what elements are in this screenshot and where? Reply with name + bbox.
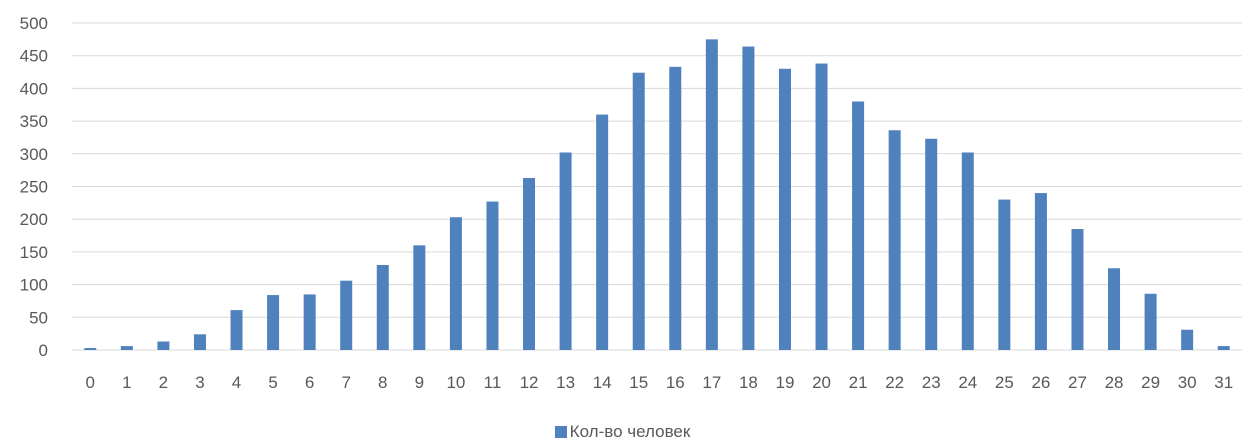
- bar: [669, 66, 682, 351]
- bar: [596, 114, 609, 350]
- x-tick-label: 13: [556, 373, 575, 392]
- x-tick-label: 28: [1105, 373, 1124, 392]
- bar: [998, 199, 1011, 350]
- x-tick-label: 29: [1141, 373, 1160, 392]
- y-tick-label: 100: [20, 276, 48, 295]
- x-tick-label: 5: [268, 373, 277, 392]
- y-tick-label: 200: [20, 210, 48, 229]
- legend: Кол-во человек: [0, 422, 1245, 441]
- bar: [1108, 268, 1121, 350]
- x-tick-label: 2: [159, 373, 168, 392]
- x-axis-tick-labels: 0 1 2 3 4 5 6 7 8 9 10 11 12 13 14 15 16 17 18 19 20 21 22 23 24…: [86, 373, 1234, 392]
- bar: [742, 46, 755, 350]
- x-tick-label: 10: [446, 373, 465, 392]
- bar: [705, 39, 718, 350]
- x-tick-label: 16: [666, 373, 685, 392]
- x-tick-label: 27: [1068, 373, 1087, 392]
- bar: [340, 280, 353, 350]
- bar: [778, 68, 791, 350]
- bar: [632, 72, 645, 350]
- bar: [157, 341, 170, 350]
- x-tick-label: 6: [305, 373, 314, 392]
- x-tick-label: 1: [122, 373, 131, 392]
- y-tick-label: 300: [20, 145, 48, 164]
- bar: [376, 264, 389, 350]
- bar: [486, 201, 499, 350]
- x-tick-label: 20: [812, 373, 831, 392]
- bar: [1217, 346, 1230, 350]
- bar: [267, 295, 280, 350]
- bar: [413, 245, 426, 350]
- y-axis-tick-labels: 0 50 100 150 200 250 300 350 400 450 500: [20, 14, 48, 360]
- x-tick-label: 12: [520, 373, 539, 392]
- x-tick-label: 8: [378, 373, 387, 392]
- bar: [888, 130, 901, 350]
- x-tick-label: 19: [776, 373, 795, 392]
- bar: [1181, 329, 1194, 350]
- y-tick-label: 500: [20, 14, 48, 33]
- x-tick-label: 26: [1031, 373, 1050, 392]
- y-tick-label: 0: [39, 341, 48, 360]
- y-tick-label: 250: [20, 178, 48, 197]
- bar: [120, 346, 133, 350]
- x-tick-label: 14: [593, 373, 612, 392]
- x-tick-label: 11: [484, 373, 502, 392]
- bar: [925, 138, 938, 350]
- y-tick-label: 50: [29, 308, 48, 327]
- y-tick-label: 400: [20, 79, 48, 98]
- gridlines: [72, 22, 1242, 351]
- x-tick-label: 4: [232, 373, 241, 392]
- x-tick-label: 0: [86, 373, 95, 392]
- legend-swatch: [554, 426, 567, 438]
- bar: [449, 217, 462, 350]
- x-tick-label: 25: [995, 373, 1014, 392]
- x-tick-label: 31: [1214, 373, 1233, 392]
- x-tick-label: 18: [739, 373, 758, 392]
- bar: [961, 152, 974, 350]
- x-tick-label: 21: [849, 373, 868, 392]
- x-tick-label: 3: [195, 373, 204, 392]
- y-tick-label: 450: [20, 47, 48, 66]
- y-tick-label: 350: [20, 112, 48, 131]
- legend-label: Кол-во человек: [569, 422, 691, 441]
- bar: [852, 101, 865, 350]
- bar: [84, 348, 97, 350]
- bar: [230, 310, 243, 350]
- bar-series: [84, 39, 1230, 351]
- bar: [1144, 293, 1157, 350]
- bar: [303, 294, 316, 350]
- bar: [815, 63, 828, 350]
- x-tick-label: 9: [415, 373, 424, 392]
- x-tick-label: 7: [341, 373, 350, 392]
- bar: [559, 152, 572, 350]
- x-tick-label: 23: [922, 373, 941, 392]
- x-tick-label: 15: [629, 373, 648, 392]
- bar: [523, 177, 536, 350]
- x-tick-label: 24: [958, 373, 977, 392]
- bar: [1071, 229, 1084, 350]
- bar: [193, 334, 206, 350]
- bar: [1034, 193, 1047, 350]
- x-tick-label: 30: [1178, 373, 1197, 392]
- x-tick-label: 17: [702, 373, 721, 392]
- x-tick-label: 22: [885, 373, 904, 392]
- y-tick-label: 150: [20, 243, 48, 262]
